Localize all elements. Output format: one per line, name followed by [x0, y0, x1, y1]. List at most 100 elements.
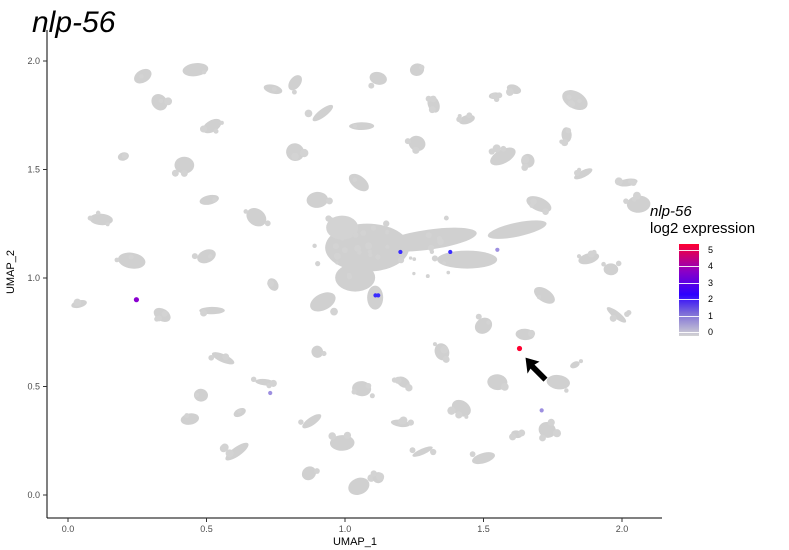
cell-cluster-point: [271, 86, 277, 92]
legend-tick-label: 4: [708, 261, 714, 272]
cell-cluster: [606, 307, 627, 323]
cell-cluster: [182, 63, 209, 77]
cell-cluster-point: [496, 92, 503, 99]
cell-cluster-point: [500, 145, 507, 152]
central-cluster-point: [329, 217, 334, 222]
central-cluster-point: [436, 235, 443, 242]
expressing-cells: [133, 247, 544, 413]
legend-subtitle: log2 expression: [650, 220, 756, 237]
cell-cluster-point: [614, 177, 623, 186]
cell-cluster-point: [509, 433, 517, 441]
legend-tick-mark: [679, 266, 699, 268]
legend-tick-label: 1: [708, 310, 714, 321]
cell-cluster-point: [365, 382, 372, 389]
cell-cluster-point: [321, 351, 327, 357]
central-cluster-point: [383, 220, 390, 227]
cell-cluster-point: [369, 393, 375, 399]
background-clusters: [71, 63, 651, 496]
central-cluster-point: [446, 270, 451, 275]
central-cluster-point: [365, 242, 373, 250]
expressing-cell-point: [516, 345, 523, 352]
cell-cluster-point: [428, 106, 436, 114]
cell-cluster-point: [154, 316, 160, 322]
central-cluster-point: [442, 261, 446, 265]
cell-cluster-point: [567, 100, 576, 108]
cell-cluster: [603, 263, 619, 276]
central-cluster-arm: [437, 250, 498, 269]
cell-cluster: [199, 194, 219, 205]
plot-title: nlp-56: [32, 6, 116, 39]
cell-cluster-point: [466, 112, 473, 119]
cell-cluster: [302, 414, 322, 429]
central-cluster-lobe: [367, 285, 384, 310]
cell-cluster-point: [559, 139, 564, 144]
annotation-arrow: [525, 357, 548, 382]
cell-cluster-point: [464, 414, 469, 419]
cell-cluster-point: [194, 392, 199, 397]
central-cluster-point: [408, 256, 413, 260]
central-cluster-point: [397, 256, 405, 264]
axes: [46, 30, 662, 519]
cell-cluster-point: [500, 383, 509, 391]
central-cluster-point: [368, 252, 373, 258]
cell-cluster-point: [139, 74, 144, 79]
cell-cluster-point: [158, 98, 164, 104]
x-tick-label: 0.5: [200, 524, 213, 534]
expressing-cell-point: [133, 297, 140, 303]
cell-cluster-point: [566, 94, 572, 100]
cell-cluster-point: [432, 342, 437, 347]
cell-cluster-point: [404, 138, 411, 145]
cell-cluster-point: [469, 451, 476, 458]
legend-tick-mark: [679, 299, 699, 301]
legend-gene-name: nlp-56: [650, 203, 692, 220]
cell-cluster: [472, 452, 495, 465]
cell-cluster-point: [624, 311, 630, 318]
cell-cluster-point: [578, 359, 584, 364]
cell-cluster-point: [87, 215, 93, 221]
cell-cluster-point: [530, 198, 537, 205]
central-cluster-point: [443, 215, 449, 221]
cell-cluster-point: [370, 470, 377, 477]
cell-cluster-point: [523, 163, 529, 169]
cell-cluster-point: [200, 310, 206, 315]
expressing-cell-point: [268, 390, 273, 396]
legend-colorbar-area: 5 4 3 2 1 0: [650, 244, 789, 344]
central-cluster-point: [385, 230, 389, 235]
cell-cluster-point: [521, 155, 530, 164]
cell-cluster-point: [128, 254, 134, 260]
cell-cluster-point: [447, 406, 456, 415]
cell-cluster-point: [492, 144, 501, 153]
cell-cluster: [408, 135, 426, 152]
central-cluster-point: [412, 257, 417, 261]
cell-cluster-point: [225, 449, 234, 458]
cell-cluster: [526, 196, 552, 213]
central-cluster-point: [370, 225, 377, 231]
cell-cluster-point: [486, 320, 491, 325]
legend-tick-mark: [679, 282, 699, 284]
central-cluster-point: [375, 254, 381, 260]
cell-cluster: [311, 345, 324, 358]
cell-cluster: [533, 286, 555, 304]
cell-cluster: [306, 191, 328, 208]
expressing-cell-point: [376, 293, 381, 298]
cell-cluster: [180, 413, 200, 425]
arrow-icon: [525, 357, 548, 382]
cell-cluster-point: [623, 198, 629, 204]
cell-cluster-point: [475, 313, 482, 320]
cell-cluster-point: [412, 146, 420, 154]
y-tick-label: 2.0: [27, 56, 40, 66]
cell-cluster-point: [201, 69, 207, 75]
cell-cluster-point: [368, 82, 375, 89]
cell-cluster: [288, 75, 302, 91]
cell-cluster-point: [376, 472, 385, 481]
cell-cluster-point: [180, 169, 188, 177]
cell-cluster-point: [539, 434, 546, 442]
cell-cluster-point: [564, 388, 569, 393]
y-axis-label: UMAP_2: [5, 250, 17, 294]
y-tick-label: 0.5: [27, 382, 40, 392]
cell-cluster-point: [352, 177, 358, 183]
cell-cluster-point: [291, 89, 297, 95]
cell-cluster-point: [398, 418, 405, 425]
cell-cluster-point: [405, 384, 413, 392]
central-cluster-point: [333, 252, 341, 260]
